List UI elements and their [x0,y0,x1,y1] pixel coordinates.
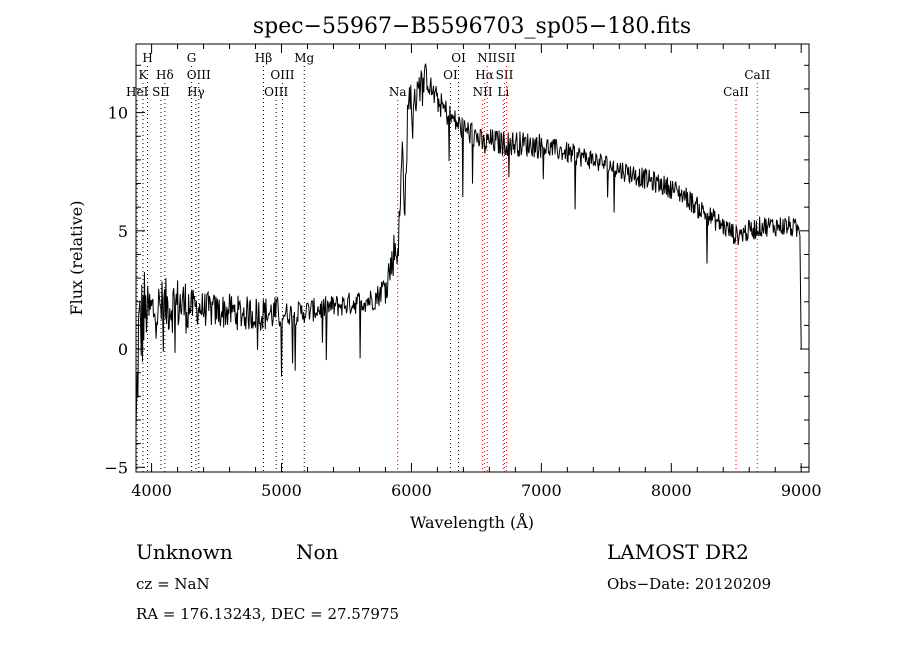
spectral-line: NII [477,51,497,472]
spectral-line-label: Hα [475,68,494,82]
spectral-line-label: NII [477,51,497,65]
spectral-line: Hα [475,68,494,472]
spectral-line-label: Na [389,85,407,99]
x-tick-label: 5000 [261,481,302,500]
spectral-line: OI [451,51,466,472]
spectral-line: SII [152,85,170,472]
subclass-label: Non [296,540,339,564]
plot-frame [135,43,810,473]
spectral-line: Hδ [156,68,174,472]
x-tick-label: 8000 [651,481,692,500]
spectral-line: OIII [270,68,295,472]
spectral-line-label: CaII [744,68,770,82]
spectral-line: G [187,51,197,472]
spectral-line: OI [443,68,458,472]
class-label: Unknown [136,540,233,564]
coords-label: RA = 176.13243, DEC = 27.57975 [136,605,399,623]
spectral-line-label: OIII [264,85,288,99]
x-tick-label: 6000 [391,481,432,500]
axis-ticks-layer: 4000 5000 6000 7000 8000 9000 −5 0 5 10 [104,44,822,500]
spectral-line-label: G [187,51,197,65]
x-tick-label: 9000 [781,481,822,500]
y-tick-label: −5 [104,458,128,477]
spectral-line-label: Mg [294,51,314,65]
y-tick-label: 5 [118,222,128,241]
x-tick-label: 7000 [521,481,562,500]
y-axis-label: Flux (relative) [67,201,86,316]
spectral-line-label: Hδ [156,68,174,82]
spectral-line-label: K [139,68,149,82]
spectral-line-label: H [142,51,152,65]
spectral-line: OIII [187,68,211,472]
spectral-line: Li [497,85,509,472]
spectrum-line [135,62,802,428]
spectral-line-label: OIII [187,68,211,82]
spectral-line: CaII [723,85,749,472]
spectral-line: Hγ [187,85,205,472]
y-tick-label: 10 [108,104,128,123]
spectral-line: SII [498,51,516,472]
spectral-line: Na [389,85,407,472]
spectral-line: Hβ [255,51,272,472]
x-tick-label: 4000 [131,481,172,500]
spectral-line-label: OI [443,68,458,82]
spectral-line-label: Li [497,85,509,99]
spectral-line: SII [496,68,514,472]
spectral-line: K [139,68,149,472]
spectral-line: H [142,51,153,472]
spectral-line-label: SII [152,85,170,99]
spectral-line-label: OI [451,51,466,65]
survey-label: LAMOST DR2 [607,540,749,564]
spectral-line: OIII [264,85,288,472]
spectral-line-label: SII [498,51,516,65]
spectral-line-label: CaII [723,85,749,99]
spectral-line-label: NII [473,85,493,99]
spectral-line-label: Hγ [187,85,205,99]
spectral-line-label: SII [496,68,514,82]
spectral-line: NII [473,85,493,472]
spectral-lines-layer: HeIKHSIIHδGHγOIIIHβOIIIOIIIMgNaOIOINIIHα… [126,51,770,472]
obs-date-label: Obs−Date: 20120209 [607,575,771,593]
x-axis-label: Wavelength (Å) [410,512,534,532]
spectral-line: Mg [294,51,315,472]
chart-title: spec−55967−B5596703_sp05−180.fits [253,14,691,39]
spectral-line-label: Hβ [255,51,272,65]
spectral-line: CaII [744,68,770,472]
y-tick-label: 0 [118,340,128,359]
spectral-line-label: OIII [270,68,294,82]
cz-label: cz = NaN [136,575,210,593]
spectral-line-label: HeI [126,85,149,99]
